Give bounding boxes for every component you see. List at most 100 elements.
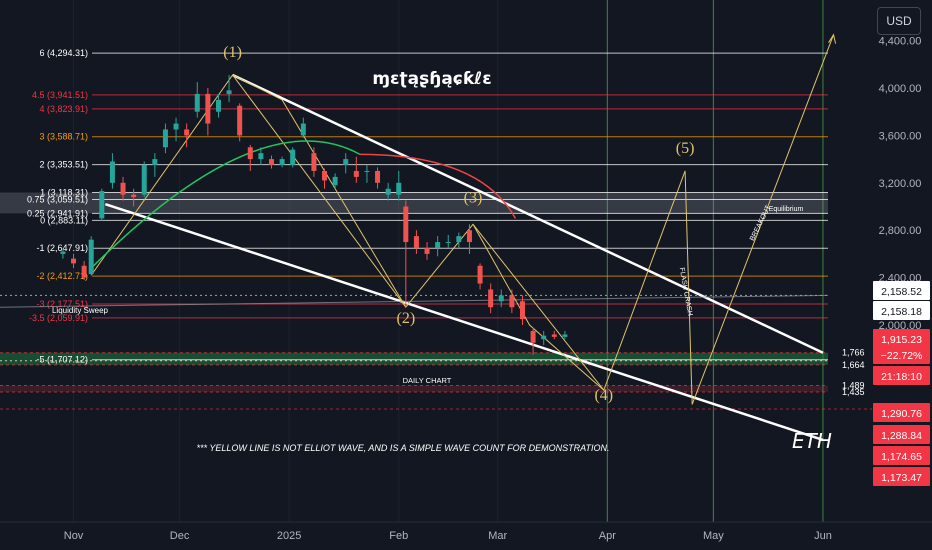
candle-body	[519, 301, 525, 320]
candle-body	[456, 236, 462, 243]
candle-body	[194, 93, 200, 112]
wave-label-5: (5)	[676, 140, 695, 157]
candle-body	[488, 289, 494, 308]
extra-level-label: 1,435	[842, 387, 865, 397]
support-zone-red	[0, 385, 828, 392]
price-tick-label: 3,200.00	[879, 178, 922, 190]
candle-body	[403, 206, 409, 243]
price-tag-label: −22.72%	[881, 350, 923, 362]
fib-level-label: -2 (2,412.71)	[36, 271, 88, 281]
price-tag-box	[873, 301, 930, 320]
time-tick-label: Mar	[488, 530, 507, 542]
price-tag-box	[873, 446, 930, 465]
equilibrium-zone	[0, 192, 828, 214]
candle-body	[60, 251, 66, 254]
price-tag-box	[873, 329, 930, 348]
candle-body	[541, 335, 547, 340]
wave-label-1: (1)	[223, 44, 242, 61]
time-axis[interactable]: Nov Dec 2025 Feb Mar Apr May Jun	[0, 521, 932, 542]
wave-sub-line	[472, 224, 605, 391]
candle-body	[353, 170, 359, 177]
price-tag-label: 1,174.65	[881, 451, 922, 463]
fib-level-label: -3 (2,177.51)	[36, 299, 88, 309]
price-tag-box	[873, 281, 930, 300]
candle-body	[435, 242, 441, 248]
fib-level-label: 3 (3,588.71)	[39, 132, 88, 142]
fib-level-label: 4 (3,823.91)	[39, 104, 88, 114]
candle-body	[343, 159, 349, 166]
candle-body	[268, 159, 274, 166]
candle-body	[120, 182, 126, 195]
fib-level-label: -1 (2,647.91)	[36, 243, 88, 253]
wave-label-4: (4)	[594, 387, 613, 404]
candle-body	[109, 161, 115, 183]
price-tag-label: 1,290.76	[881, 408, 922, 420]
candle-body	[332, 176, 338, 186]
price-tag-label: 2,158.52	[881, 286, 922, 298]
price-tick-label: 2,800.00	[879, 225, 922, 237]
fib-level-label: 0.25 (2,941.91)	[27, 208, 88, 218]
time-tick-label: 2025	[277, 530, 301, 542]
price-tick-label: 3,600.00	[879, 130, 922, 142]
candle-body	[173, 123, 179, 130]
fib-level-label: 2 (3,353.51)	[39, 160, 88, 170]
fib-level-label: 0.75 (3,059.51)	[27, 194, 88, 204]
price-tag-label: 1,173.47	[881, 472, 922, 484]
candlestick-series	[60, 74, 568, 355]
candle-body	[498, 295, 504, 302]
candle-body	[226, 90, 232, 94]
disclaimer-note: *** YELLOW LINE IS NOT ELLIOT WAVE, AND …	[197, 443, 610, 453]
time-tick-label: Jun	[814, 530, 832, 542]
candle-body	[99, 191, 105, 219]
wave-sub-line	[232, 74, 407, 308]
upper-channel-line	[232, 73, 824, 354]
breakout-arrowhead	[828, 33, 837, 44]
price-tag-box	[873, 366, 930, 385]
candle-body	[237, 105, 243, 136]
ticker-label: ETH	[792, 429, 832, 453]
candle-body	[162, 129, 168, 148]
candle-body	[413, 236, 419, 248]
level-zones	[0, 192, 828, 392]
candle-body	[562, 334, 568, 337]
price-tags: 2,158.52 2,158.18 1,915.23 −22.72% 21:18:10 1…	[873, 281, 930, 486]
fib-level-label: -5 (1,707.12)	[36, 355, 88, 365]
green-arc	[90, 140, 361, 269]
red-arc	[359, 153, 517, 219]
candle-body	[205, 93, 211, 124]
fib-level-label: -3.5 (2,059.91)	[29, 313, 88, 323]
fib-level-label: 6 (4,294.31)	[39, 48, 88, 58]
candle-body	[322, 170, 328, 181]
candle-body	[88, 239, 94, 275]
candle-body	[551, 334, 557, 337]
candle-body	[509, 295, 515, 308]
fib-level-label: 1 (3,118.31)	[40, 187, 88, 197]
candle-body	[375, 170, 381, 183]
extra-level-label: 1,664	[842, 360, 865, 370]
currency-button[interactable]: USD	[877, 7, 921, 35]
candle-body	[131, 194, 137, 198]
candle-body	[152, 159, 158, 166]
candle-body	[311, 153, 317, 171]
price-tag-box	[873, 425, 930, 444]
price-tick-label: 4,400.00	[879, 36, 922, 48]
time-tick-label: Apr	[599, 530, 616, 542]
candle-body	[530, 330, 536, 343]
price-tick-label: 4,000.00	[879, 83, 922, 95]
price-tag-label: 1,915.23	[881, 334, 922, 346]
watermark-text: ɱɛʈąʂɧąɕƙℓɛ	[372, 69, 491, 89]
chart-annotations: ɱɛʈąʂɧąɕƙℓɛ ETH *** YELLOW LINE IS NOT E…	[52, 69, 832, 453]
extra-level-label: 1,489	[842, 381, 865, 391]
candle-body	[71, 258, 77, 264]
candle-body	[385, 188, 391, 195]
candle-body	[424, 247, 430, 254]
fib-level-label: 0 (2,883.11)	[40, 215, 88, 225]
price-tag-label: 1,288.84	[881, 430, 922, 442]
time-tick-label: Feb	[389, 530, 408, 542]
time-tick-label: May	[703, 530, 724, 542]
candle-body	[290, 149, 296, 166]
fib-level-label: 4.5 (3,941.51)	[32, 90, 88, 100]
candle-body	[258, 153, 264, 160]
wave-count-line	[90, 74, 686, 392]
